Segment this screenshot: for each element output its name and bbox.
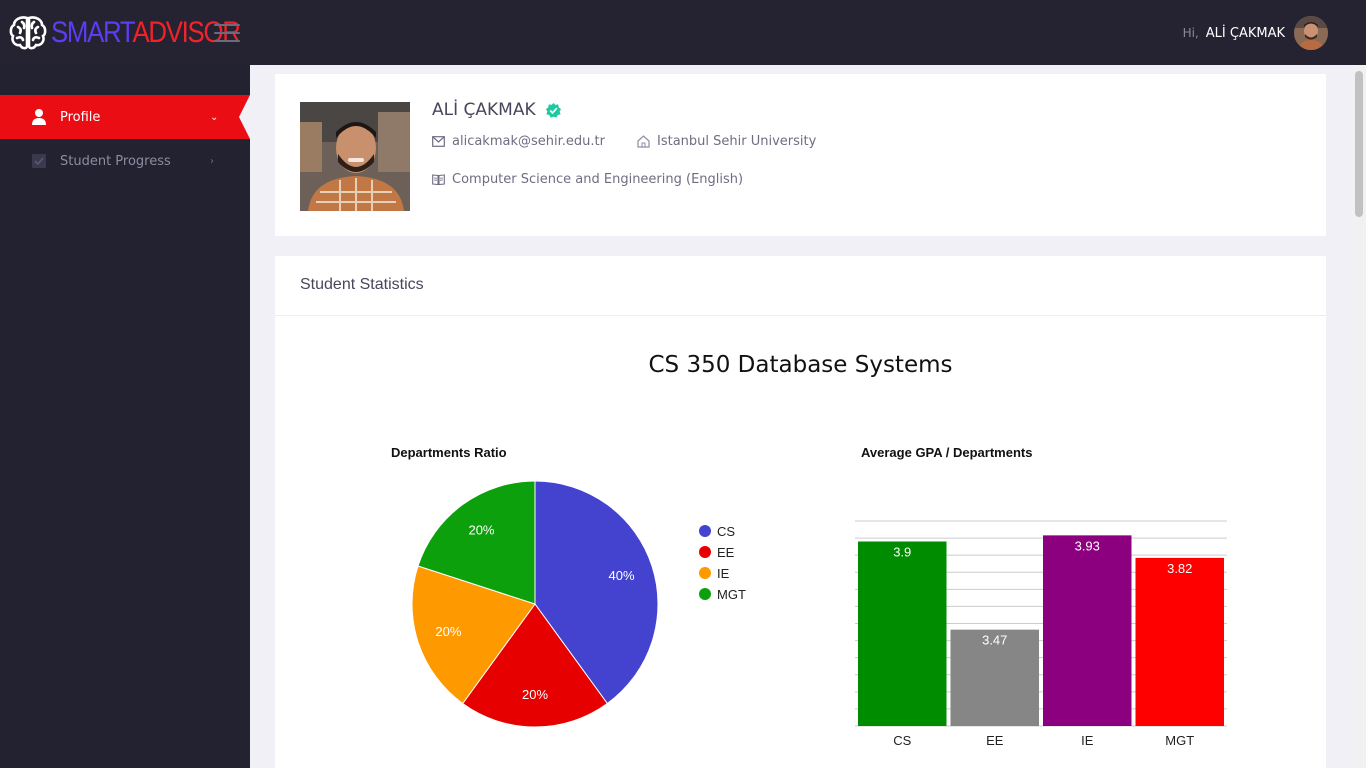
hamburger-line: [214, 24, 240, 26]
pie-chart: 40% 20% 20% 20% CS EE IE MGT: [411, 480, 746, 728]
scrollbar-thumb[interactable]: [1355, 71, 1363, 217]
profile-name: ALİ ÇAKMAK: [432, 100, 562, 120]
bar-chart: 3.9 CS 3.47 EE 3.93 IE 3.82 MGT: [855, 520, 1227, 748]
checkbox-icon: [32, 154, 46, 168]
top-bar: SMARTADVISOR Hi, ALİ ÇAKMAK: [0, 0, 1366, 65]
bar-ie[interactable]: [1043, 535, 1132, 726]
menu-toggle-button[interactable]: [214, 24, 240, 42]
x-tick-label: IE: [1081, 733, 1094, 748]
email-info[interactable]: alicakmak@sehir.edu.tr: [432, 134, 605, 149]
home-icon: [637, 135, 650, 148]
sidebar-item-label: Profile: [60, 109, 101, 125]
greeting: Hi,: [1182, 26, 1199, 40]
university-text: Istanbul Sehir University: [657, 134, 817, 149]
profile-photo-icon: [300, 102, 410, 211]
legend-label-ee[interactable]: EE: [717, 545, 735, 560]
user-name: ALİ ÇAKMAK: [1205, 25, 1285, 41]
bar-cs[interactable]: [858, 541, 947, 727]
department-text: Computer Science and Engineering (Englis…: [452, 172, 744, 187]
sidebar-item-student-progress[interactable]: Student Progress ›: [0, 139, 250, 183]
x-tick-label: MGT: [1165, 733, 1194, 748]
logo-text: SMARTADVISOR: [51, 13, 241, 53]
legend-swatch-cs: [699, 525, 711, 537]
profile-card: ALİ ÇAKMAK alicakmak@sehir.edu.tr Istanb…: [275, 74, 1326, 236]
sidebar: Profile ⌄ Student Progress ›: [0, 65, 250, 768]
legend-label-mgt[interactable]: MGT: [717, 587, 746, 602]
bar-value-label: 3.47: [982, 633, 1007, 648]
scrollbar[interactable]: [1352, 65, 1366, 768]
logo-smart: SMART: [51, 16, 134, 49]
profile-name-text: ALİ ÇAKMAK: [432, 100, 536, 120]
university-info: Istanbul Sehir University: [637, 134, 816, 149]
course-title: CS 350 Database Systems: [648, 352, 953, 378]
chevron-down-icon: ⌄: [210, 111, 219, 123]
pie-slice-label: 20%: [468, 522, 494, 537]
pie-slice-label: 20%: [435, 624, 461, 639]
pie-slice-ee[interactable]: [462, 603, 608, 728]
legend-label-ie[interactable]: IE: [717, 566, 730, 581]
user-menu[interactable]: Hi, ALİ ÇAKMAK: [1183, 16, 1328, 50]
chevron-right-icon: ›: [210, 155, 214, 167]
legend-swatch-ie: [699, 567, 711, 579]
pie-chart-title: Departments Ratio: [391, 445, 507, 460]
bar-mgt[interactable]: [1135, 557, 1225, 726]
pie-slice-mgt[interactable]: [417, 480, 536, 605]
book-icon: [432, 174, 445, 185]
hamburger-line: [214, 32, 240, 34]
bar-value-label: 3.82: [1167, 561, 1192, 576]
bar-value-label: 3.9: [893, 545, 911, 560]
statistics-title: Student Statistics: [300, 276, 424, 293]
department-info: Computer Science and Engineering (Englis…: [432, 172, 743, 187]
user-photo-icon: [1294, 16, 1328, 50]
statistics-header: Student Statistics: [275, 256, 1326, 316]
bar-chart-title: Average GPA / Departments: [861, 445, 1033, 460]
profile-photo: [300, 102, 410, 211]
envelope-icon: [432, 136, 445, 147]
user-icon: [32, 109, 46, 125]
legend-swatch-ee: [699, 546, 711, 558]
legend-swatch-mgt: [699, 588, 711, 600]
pie-slice-cs[interactable]: [534, 480, 659, 705]
verified-icon: [545, 102, 561, 118]
statistics-card: Student Statistics CS 350 Database Syste…: [275, 256, 1326, 768]
bar-value-label: 3.93: [1075, 538, 1100, 553]
pie-slice-label: 40%: [609, 568, 635, 583]
sidebar-item-profile[interactable]: Profile ⌄: [0, 95, 250, 139]
email-text: alicakmak@sehir.edu.tr: [452, 134, 605, 149]
pie-slice-ie[interactable]: [411, 565, 536, 705]
x-tick-label: EE: [986, 733, 1004, 748]
pie-slice-label: 20%: [522, 687, 548, 702]
hamburger-line: [214, 40, 240, 42]
x-tick-label: CS: [893, 733, 911, 748]
legend-label-cs[interactable]: CS: [717, 524, 735, 539]
avatar[interactable]: [1294, 16, 1328, 50]
brain-icon: [9, 16, 47, 50]
sidebar-item-label: Student Progress: [60, 153, 171, 169]
bar-ee[interactable]: [950, 629, 1040, 726]
